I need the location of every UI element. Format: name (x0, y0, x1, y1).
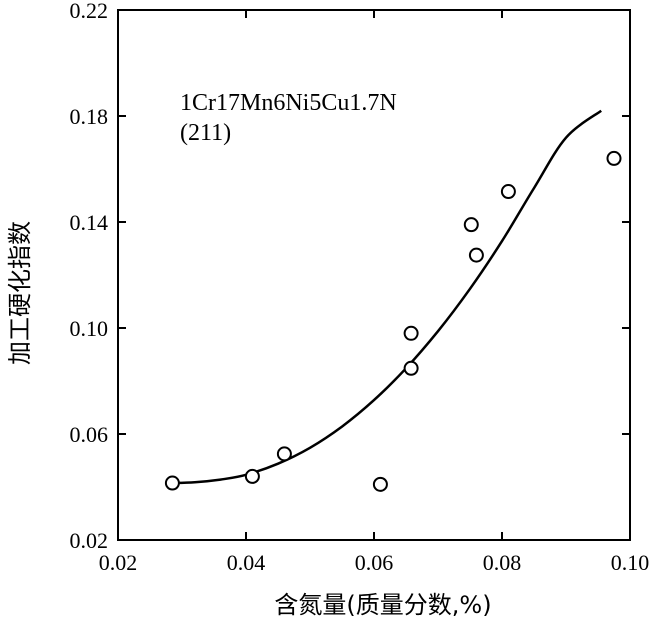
plot-area: 0.02 0.04 0.06 0.08 0.10 0.02 0.06 0.10 0.14 0.18… (70, 0, 650, 575)
y-tick-label: 0.22 (70, 0, 109, 23)
y-tick-label: 0.18 (70, 104, 109, 129)
data-point (403, 325, 419, 341)
data-point (276, 446, 292, 462)
x-axis-title: 含氮量(质量分数,%) (274, 591, 491, 619)
x-tick-label: 0.08 (483, 550, 522, 575)
data-point (403, 360, 419, 376)
y-tick-label: 0.02 (70, 528, 109, 553)
annotation-alloy: 1Cr17Mn6Ni5Cu1.7N (180, 90, 397, 116)
x-tick-label: 0.10 (611, 550, 650, 575)
y-tick-label: 0.14 (70, 210, 109, 235)
x-tick-label: 0.06 (355, 550, 394, 575)
data-point (372, 476, 388, 492)
data-point (468, 247, 484, 263)
fit-curve (172, 109, 602, 485)
data-point (606, 150, 622, 166)
data-point (463, 217, 479, 233)
data-point (244, 468, 260, 484)
annotation-plane: (211) (180, 120, 231, 146)
x-tick-label: 0.02 (99, 550, 138, 575)
y-axis-title: 加工硬化指数 (6, 221, 34, 365)
y-tick-label: 0.06 (70, 422, 109, 447)
data-point (164, 475, 180, 491)
data-point (500, 184, 516, 200)
y-tick-label: 0.10 (70, 316, 109, 341)
x-tick-label: 0.04 (227, 550, 266, 575)
